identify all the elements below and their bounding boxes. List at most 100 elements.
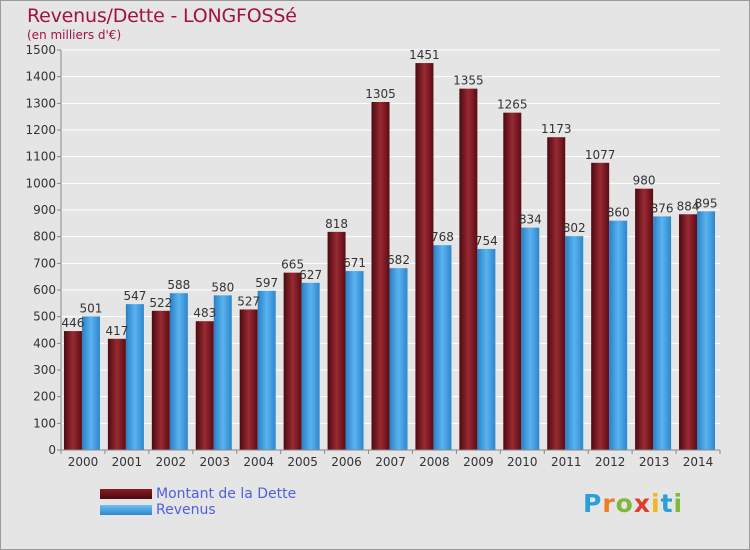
legend-label-revenus: Revenus — [156, 502, 216, 518]
x-tick-label: 2002 — [156, 455, 187, 469]
bar-dette — [239, 309, 258, 450]
data-label-revenus: 754 — [475, 234, 498, 248]
logo-letter: r — [602, 489, 616, 518]
bar-dette — [107, 338, 126, 450]
y-tick-label: 300 — [33, 363, 56, 377]
bar-dette — [371, 102, 390, 450]
bar-dette — [459, 88, 478, 451]
x-axis-ticks: 2000 2001 2002 2003 2004 2005 2006 2007 2008 2009… — [60, 449, 721, 469]
logo-letter: i — [673, 489, 684, 518]
data-label-revenus: 768 — [431, 230, 454, 244]
x-tick-label: 2011 — [551, 455, 582, 469]
x-tick-label: 2007 — [375, 455, 406, 469]
data-label-revenus: 580 — [211, 280, 234, 294]
data-label-dette: 446 — [62, 316, 85, 330]
y-tick-label: 1200 — [25, 123, 56, 137]
data-label-revenus: 860 — [607, 206, 630, 220]
data-label-revenus: 682 — [387, 253, 410, 267]
data-label-dette: 884 — [677, 199, 700, 213]
data-label-revenus: 895 — [695, 196, 718, 210]
y-tick-label: 700 — [33, 256, 56, 270]
data-label-revenus: 671 — [343, 256, 366, 270]
legend-swatch-revenus — [100, 505, 152, 515]
bar-revenus — [345, 271, 364, 450]
bar-revenus — [653, 216, 672, 450]
bar-revenus — [81, 316, 100, 450]
data-label-revenus: 802 — [563, 221, 586, 235]
y-tick-label: 100 — [33, 416, 56, 430]
data-label-revenus: 501 — [80, 301, 103, 315]
bar-dette — [591, 162, 610, 451]
data-label-dette: 483 — [193, 306, 216, 320]
x-tick-label: 2010 — [507, 455, 538, 469]
data-label-dette: 417 — [105, 324, 128, 338]
data-label-dette: 1355 — [453, 74, 484, 88]
y-tick-label: 1000 — [25, 176, 56, 190]
bar-dette — [415, 63, 434, 451]
x-tick-label: 2006 — [331, 455, 362, 469]
y-tick-label: 900 — [33, 203, 56, 217]
logo-letter: t — [660, 489, 674, 518]
proxiti-logo: Proxiti — [583, 489, 683, 518]
data-label-revenus: 588 — [167, 278, 190, 292]
x-tick-label: 2012 — [595, 455, 626, 469]
data-label-dette: 527 — [237, 294, 260, 308]
data-label-revenus: 547 — [123, 289, 146, 303]
bar-dette — [195, 321, 214, 450]
y-tick-label: 500 — [33, 310, 56, 324]
data-label-dette: 818 — [325, 217, 348, 231]
data-label-dette: 1451 — [409, 48, 440, 62]
legend-swatch-dette — [100, 489, 152, 499]
bar-revenus — [609, 220, 628, 450]
logo-letter: x — [633, 489, 651, 518]
bar-dette — [283, 272, 302, 450]
data-label-revenus: 597 — [255, 276, 278, 290]
x-tick-label: 2000 — [68, 455, 99, 469]
x-tick-label: 2009 — [463, 455, 494, 469]
logo-letter: i — [651, 489, 661, 518]
data-label-dette: 1173 — [541, 122, 572, 136]
x-tick-label: 2005 — [287, 455, 318, 469]
bar-revenus — [433, 245, 452, 450]
bar-dette — [547, 137, 566, 450]
data-label-dette: 980 — [633, 174, 656, 188]
y-tick-label: 1300 — [25, 96, 56, 110]
bar-revenus — [521, 227, 540, 450]
bar-revenus — [477, 248, 496, 450]
y-tick-label: 800 — [33, 230, 56, 244]
bar-dette — [327, 231, 346, 450]
data-label-revenus: 627 — [299, 268, 322, 282]
bar-revenus — [565, 236, 584, 450]
bar-revenus — [169, 293, 188, 450]
data-label-dette: 522 — [149, 296, 172, 310]
y-tick-label: 1500 — [25, 43, 56, 57]
y-tick-label: 1400 — [25, 70, 56, 84]
bar-dette — [503, 112, 522, 451]
bar-dette — [151, 310, 170, 450]
data-label-dette: 1265 — [497, 98, 528, 112]
x-tick-label: 2003 — [199, 455, 230, 469]
bar-revenus — [257, 290, 276, 450]
x-tick-label: 2013 — [639, 455, 670, 469]
legend-item-revenus: Revenus — [100, 502, 296, 518]
x-tick-label: 2001 — [112, 455, 143, 469]
bar-revenus — [697, 211, 716, 450]
legend-label-dette: Montant de la Dette — [156, 486, 297, 502]
legend-item-dette: Montant de la Dette — [100, 486, 296, 502]
data-label-dette: 1305 — [365, 87, 396, 101]
bar-revenus — [301, 282, 320, 450]
y-tick-label: 400 — [33, 336, 56, 350]
y-tick-label: 600 — [33, 283, 56, 297]
y-tick-label: 1100 — [25, 150, 56, 164]
bar-dette — [635, 188, 654, 450]
chart-title: Revenus/Dette - LONGFOSSé — [27, 5, 297, 27]
bar-revenus — [125, 304, 144, 450]
data-label-dette: 1077 — [585, 148, 616, 162]
bars — [63, 63, 716, 451]
y-tick-label: 0 — [48, 443, 56, 457]
legend: Montant de la Dette Revenus — [100, 486, 296, 518]
logo-letter: P — [583, 489, 603, 518]
y-tick-label: 200 — [33, 390, 56, 404]
logo-letter: o — [615, 489, 634, 518]
